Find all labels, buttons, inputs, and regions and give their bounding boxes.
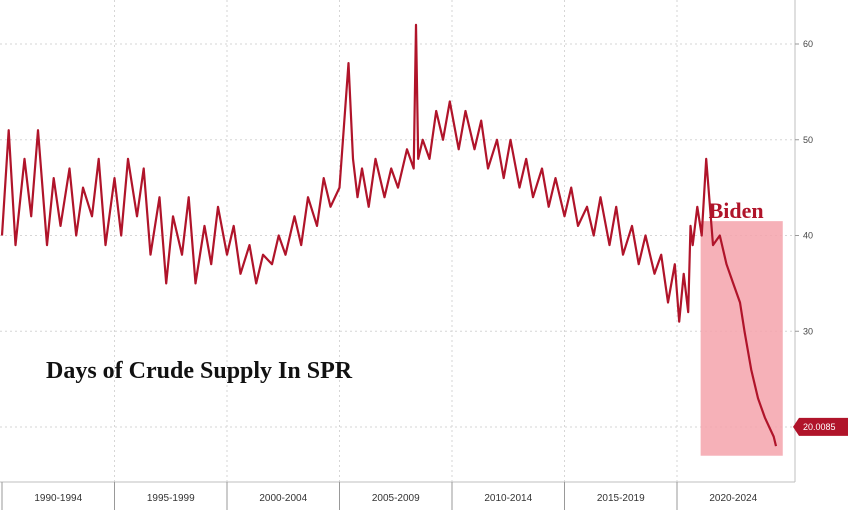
biden-label: Biden <box>709 198 764 223</box>
gridlines <box>0 0 795 482</box>
series-line <box>0 23 778 447</box>
x-tick-label: 1990-1994 <box>34 493 82 504</box>
y-tick-label: 60 <box>803 39 813 49</box>
x-tick-label: 1995-1999 <box>147 493 195 504</box>
x-axis-ticks: 1990-1994 1995-1999 2000-2004 2005-2009 2010… <box>1 482 758 510</box>
last-value-badge: 20.0085 <box>793 417 848 436</box>
last-value-badge-shape <box>793 417 848 436</box>
last-value-label: 20.0085 <box>803 422 836 432</box>
x-tick-label: 2010-2014 <box>484 493 532 504</box>
x-tick-label: 2015-2019 <box>597 493 645 504</box>
y-axis-ticks: 30 40 50 60 <box>795 39 813 336</box>
biden-period-highlight <box>700 221 783 456</box>
x-tick-label: 2000-2004 <box>259 493 307 504</box>
y-tick-label: 50 <box>803 135 813 145</box>
series-layer <box>0 23 778 447</box>
y-tick-label: 30 <box>803 326 813 336</box>
y-tick-label: 40 <box>803 231 813 241</box>
x-tick-label: 2020-2024 <box>709 493 757 504</box>
chart-title: Days of Crude Supply In SPR <box>46 358 353 384</box>
x-tick-label: 2005-2009 <box>372 493 420 504</box>
